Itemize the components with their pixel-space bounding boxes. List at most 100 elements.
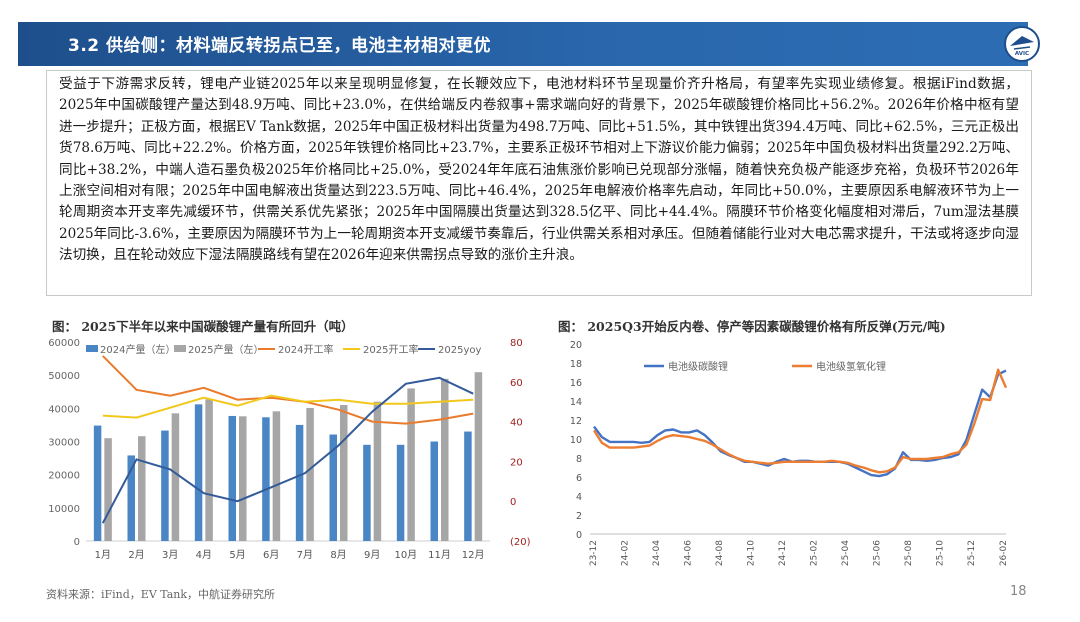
y-tick-label: 8 [576,454,582,465]
x-tick-label: 24-04 [652,540,662,566]
y-right-tick-label: 60 [510,378,523,389]
y-left-tick-label: 30000 [48,438,80,449]
bar-2024 [194,404,203,541]
legend-label: 电池级氢氧化锂 [816,360,886,373]
legend-swatch [86,345,98,352]
bar-2025 [407,388,415,541]
x-tick-label: 24-12 [778,540,788,566]
chart2-title: 图： 2025Q3开始反内卷、停产等因素碳酸锂价格有所反弹(万元/吨) [558,319,946,334]
chart1-production: 0 10000 20000 30000 40000 50000 60000 (20) 0 20 40… [48,338,531,561]
y-left-tick-label: 50000 [48,371,80,382]
legend-label: 2025yoy [438,345,481,356]
x-tick-label: 26-02 [999,540,1009,566]
bar-2025 [306,408,314,541]
y-left-tick-label: 10000 [48,504,80,515]
y-right-tick-label: (20) [510,537,531,548]
avic-logo-icon: AVIC [1004,26,1040,62]
legend-swatch [174,345,186,352]
price-line-0 [593,369,1007,478]
bar-2025 [441,378,449,541]
bar-2024 [262,417,270,541]
bar-2024 [329,434,337,541]
legend-label: 电池级碳酸锂 [668,360,728,373]
source-note: 资料来源：iFind，EV Tank，中航证券研究所 [46,588,276,601]
x-tick-label: 7月 [297,549,313,561]
bar-2024 [363,444,371,541]
page-title: 3.2 供给侧：材料端反转拐点已至，电池主材相对更优 [68,36,492,56]
y-tick-label: 14 [570,397,582,408]
x-tick-label: 24-02 [621,540,631,566]
summary-paragraph: 受益于下游需求反转，锂电产业链2025年以来呈现明显修复，在长鞭效应下，电池材料… [59,76,1019,264]
x-tick-label: 24-06 [684,540,694,566]
chart1-title: 图： 2025下半年以来中国碳酸锂产量有所回升（吨） [52,319,354,334]
x-tick-label: 8月 [330,549,346,561]
bar-2025 [205,399,213,541]
y-right-tick-label: 80 [510,338,523,349]
series-line-2 [101,376,474,524]
legend-label: 2025开工率 [363,343,418,356]
x-tick-label: 25-02 [810,540,820,566]
y-tick-label: 18 [570,359,582,370]
y-right-tick-label: 20 [510,457,523,468]
y-tick-label: 2 [576,511,582,522]
y-left-tick-label: 60000 [48,338,80,349]
bar-2025 [474,372,483,541]
bar-2024 [430,441,438,541]
chart2-price: 0 2 4 6 8 10 12 14 16 18 20 23-12 24-02 24-04 24-06 24-… [570,340,1009,566]
bar-2025 [272,411,281,541]
x-tick-label: 3月 [162,549,178,561]
legend-label: 2024开工率 [278,343,333,356]
y-tick-label: 20 [570,340,582,351]
legend-label: 2025产量（左） [188,343,263,356]
y-left-tick-label: 0 [74,537,80,548]
x-tick-label: 5月 [229,549,245,561]
bar-2025 [373,401,382,541]
summary-box: 受益于下游需求反转，锂电产业链2025年以来呈现明显修复，在长鞭效应下，电池材料… [46,70,1032,296]
bar-2024 [127,455,135,541]
x-tick-label: 25-10 [936,540,946,566]
x-tick-label: 2月 [128,549,144,561]
x-tick-label: 23-12 [589,540,599,566]
bar-2025 [138,436,146,541]
header-bar: 3.2 供给侧：材料端反转拐点已至，电池主材相对更优 [18,22,1028,66]
x-tick-label: 25-08 [904,540,914,566]
x-tick-label: 25-06 [873,540,883,566]
y-left-tick-label: 40000 [48,404,80,415]
logo-text: AVIC [1015,51,1029,57]
x-tick-label: 24-10 [747,540,757,566]
bar-2025 [171,413,180,541]
x-tick-label: 1月 [95,549,111,561]
y-left-tick-label: 20000 [48,471,80,482]
bar-2024 [228,415,236,541]
bar-2025 [239,416,247,541]
x-tick-label: 11月 [428,549,451,561]
legend-label: 2024产量（左） [100,343,175,356]
bar-2024 [396,444,405,541]
x-tick-label: 24-08 [715,540,725,566]
y-tick-label: 4 [576,492,582,503]
bar-2024 [93,425,102,541]
y-right-tick-label: 0 [510,497,516,508]
y-tick-label: 0 [576,530,582,541]
x-tick-label: 12月 [462,549,485,561]
bar-2024 [464,431,472,541]
x-tick-label: 10月 [394,549,417,561]
x-tick-label: 9月 [364,549,380,561]
y-tick-label: 16 [570,378,582,389]
series-line-1 [102,394,474,419]
x-tick-label: 4月 [196,549,212,561]
x-tick-label: 25-04 [841,540,851,566]
bar-2025 [104,438,112,541]
y-tick-label: 6 [576,473,582,484]
x-tick-label: 6月 [263,549,279,561]
y-tick-label: 12 [570,416,582,427]
header: 3.2 供给侧：材料端反转拐点已至，电池主材相对更优 AVIC [0,22,1080,66]
y-right-tick-label: 40 [510,418,523,429]
series-line-0 [102,355,474,425]
bar-2024 [161,430,169,541]
bar-2025 [340,405,348,541]
page-number: 18 [1010,584,1027,599]
price-line-1 [592,368,1008,474]
y-tick-label: 10 [570,435,582,446]
bar-2024 [295,424,304,541]
